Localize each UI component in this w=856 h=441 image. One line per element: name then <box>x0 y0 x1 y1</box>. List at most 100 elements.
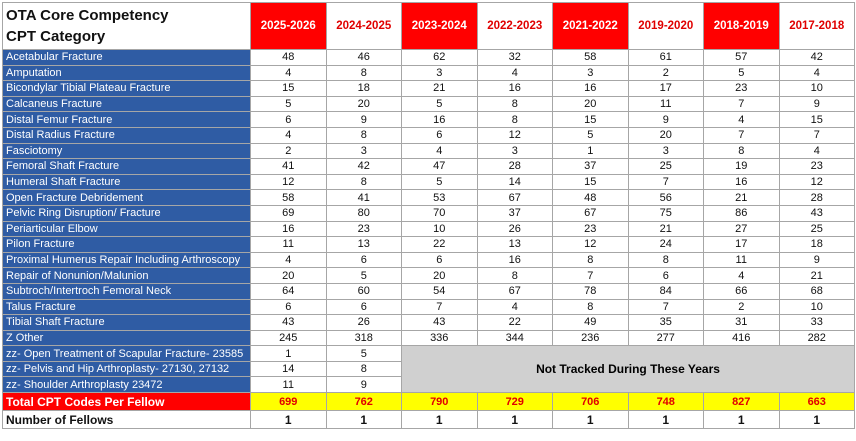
value-cell: 19 <box>703 158 780 175</box>
value-cell: 14 <box>250 360 327 378</box>
value-cell: 54 <box>401 282 478 300</box>
value-cell: 5 <box>552 126 629 144</box>
title-line: OTA Core Competency <box>6 7 169 24</box>
value-cell: 42 <box>778 49 855 66</box>
value-cell: 26 <box>476 220 553 238</box>
value-cell: 23 <box>703 80 780 97</box>
value-cell: 5 <box>401 95 478 113</box>
data-row: Pelvic Ring Disruption/ Fracture 69 80 70 37… <box>2 204 855 222</box>
value-cell: 1 <box>552 142 629 160</box>
category-label: Pilon Fracture <box>2 236 251 253</box>
value-cell: 7 <box>703 126 780 144</box>
value-cell: 8 <box>552 251 629 269</box>
year-header: 2019-2020 <box>627 2 704 50</box>
value-cell: 3 <box>401 64 478 82</box>
value-cell: 4 <box>250 64 327 82</box>
data-row: zz- Open Treatment of Scapular Fracture-… <box>2 345 855 394</box>
value-cell: 28 <box>778 189 855 206</box>
category-label: Amputation <box>2 64 251 82</box>
value-cell: 7 <box>778 126 855 144</box>
value-cell: 318 <box>325 329 402 347</box>
value-cell: 15 <box>552 111 629 128</box>
value-cell: 35 <box>627 314 704 331</box>
value-cell: 15 <box>778 111 855 128</box>
value-cell: 22 <box>476 314 553 331</box>
total-value: 790 <box>401 392 478 412</box>
value-cell: 4 <box>778 142 855 160</box>
category-label: Bicondylar Tibial Plateau Fracture <box>2 80 251 97</box>
fellows-value: 1 <box>778 410 855 430</box>
data-row: Repair of Nonunion/Malunion 20 5 20 8 7 6 4 21 <box>2 267 855 284</box>
data-row: Acetabular Fracture 48 46 62 32 58 61 57 42 <box>2 49 855 66</box>
value-cell: 20 <box>250 267 327 284</box>
total-value: 699 <box>250 392 327 412</box>
total-value: 729 <box>476 392 553 412</box>
value-cell: 47 <box>401 158 478 175</box>
data-row: Talus Fracture 6 6 7 4 8 7 2 10 <box>2 298 855 316</box>
data-row: Periarticular Elbow 16 23 10 26 23 21 27 25 <box>2 220 855 238</box>
value-cell: 25 <box>627 158 704 175</box>
value-cell: 8 <box>325 126 402 144</box>
value-cell: 86 <box>703 204 780 222</box>
category-label: Periarticular Elbow <box>2 220 251 238</box>
category-label: Proximal Humerus Repair Including Arthro… <box>2 251 251 269</box>
value-cell: 11 <box>703 251 780 269</box>
value-cell: 67 <box>552 204 629 222</box>
value-cell: 10 <box>778 298 855 316</box>
fellows-row: Number of Fellows 1 1 1 1 1 1 1 1 <box>2 410 855 430</box>
value-cell: 6 <box>250 298 327 316</box>
value-cell: 9 <box>627 111 704 128</box>
value-cell: 60 <box>325 282 402 300</box>
category-label: Femoral Shaft Fracture <box>2 158 251 175</box>
value-cell: 20 <box>401 267 478 284</box>
value-cell: 49 <box>552 314 629 331</box>
total-value: 827 <box>703 392 780 412</box>
value-cell: 57 <box>703 49 780 66</box>
value-cell: 41 <box>250 158 327 175</box>
value-cell: 8 <box>325 360 402 378</box>
value-cell: 6 <box>627 267 704 284</box>
value-cell: 245 <box>250 329 327 347</box>
value-cell: 6 <box>401 126 478 144</box>
value-cell: 62 <box>401 49 478 66</box>
year-header: 2018-2019 <box>703 2 780 50</box>
value-cell: 10 <box>401 220 478 238</box>
value-cell: 4 <box>250 251 327 269</box>
data-row: Fasciotomy 2 3 4 3 1 3 8 4 <box>2 142 855 160</box>
fellows-value: 1 <box>325 410 402 430</box>
value-cell: 61 <box>627 49 704 66</box>
value-cell: 14 <box>476 173 553 191</box>
value-cell: 12 <box>552 236 629 253</box>
value-cell: 9 <box>325 111 402 128</box>
value-cell: 3 <box>476 142 553 160</box>
value-cell: 17 <box>703 236 780 253</box>
category-label: Humeral Shaft Fracture <box>2 173 251 191</box>
value-cell: 344 <box>476 329 553 347</box>
value-cell: 4 <box>476 298 553 316</box>
category-label: Tibial Shaft Fracture <box>2 314 251 331</box>
data-row: Open Fracture Debridement 58 41 53 67 48 56 21 2… <box>2 189 855 206</box>
value-cell: 13 <box>476 236 553 253</box>
value-cell: 84 <box>627 282 704 300</box>
value-cell: 10 <box>778 80 855 97</box>
value-cell: 6 <box>401 251 478 269</box>
value-cell: 67 <box>476 282 553 300</box>
value-cell: 4 <box>703 267 780 284</box>
value-cell: 53 <box>401 189 478 206</box>
fellows-value: 1 <box>552 410 629 430</box>
value-cell: 25 <box>778 220 855 238</box>
fellows-value: 1 <box>476 410 553 430</box>
value-cell: 43 <box>778 204 855 222</box>
value-cell: 42 <box>325 158 402 175</box>
value-cell: 28 <box>476 158 553 175</box>
data-row: Humeral Shaft Fracture 12 8 5 14 15 7 16 12 <box>2 173 855 191</box>
value-cell: 6 <box>325 251 402 269</box>
value-cell: 8 <box>325 64 402 82</box>
value-cell: 7 <box>552 267 629 284</box>
value-cell: 20 <box>627 126 704 144</box>
data-row: Proximal Humerus Repair Including Arthro… <box>2 251 855 269</box>
value-cell: 16 <box>476 251 553 269</box>
value-cell: 23 <box>552 220 629 238</box>
value-cell: 8 <box>476 95 553 113</box>
category-label: zz- Pelvis and Hip Arthroplasty- 27130, … <box>2 360 251 378</box>
